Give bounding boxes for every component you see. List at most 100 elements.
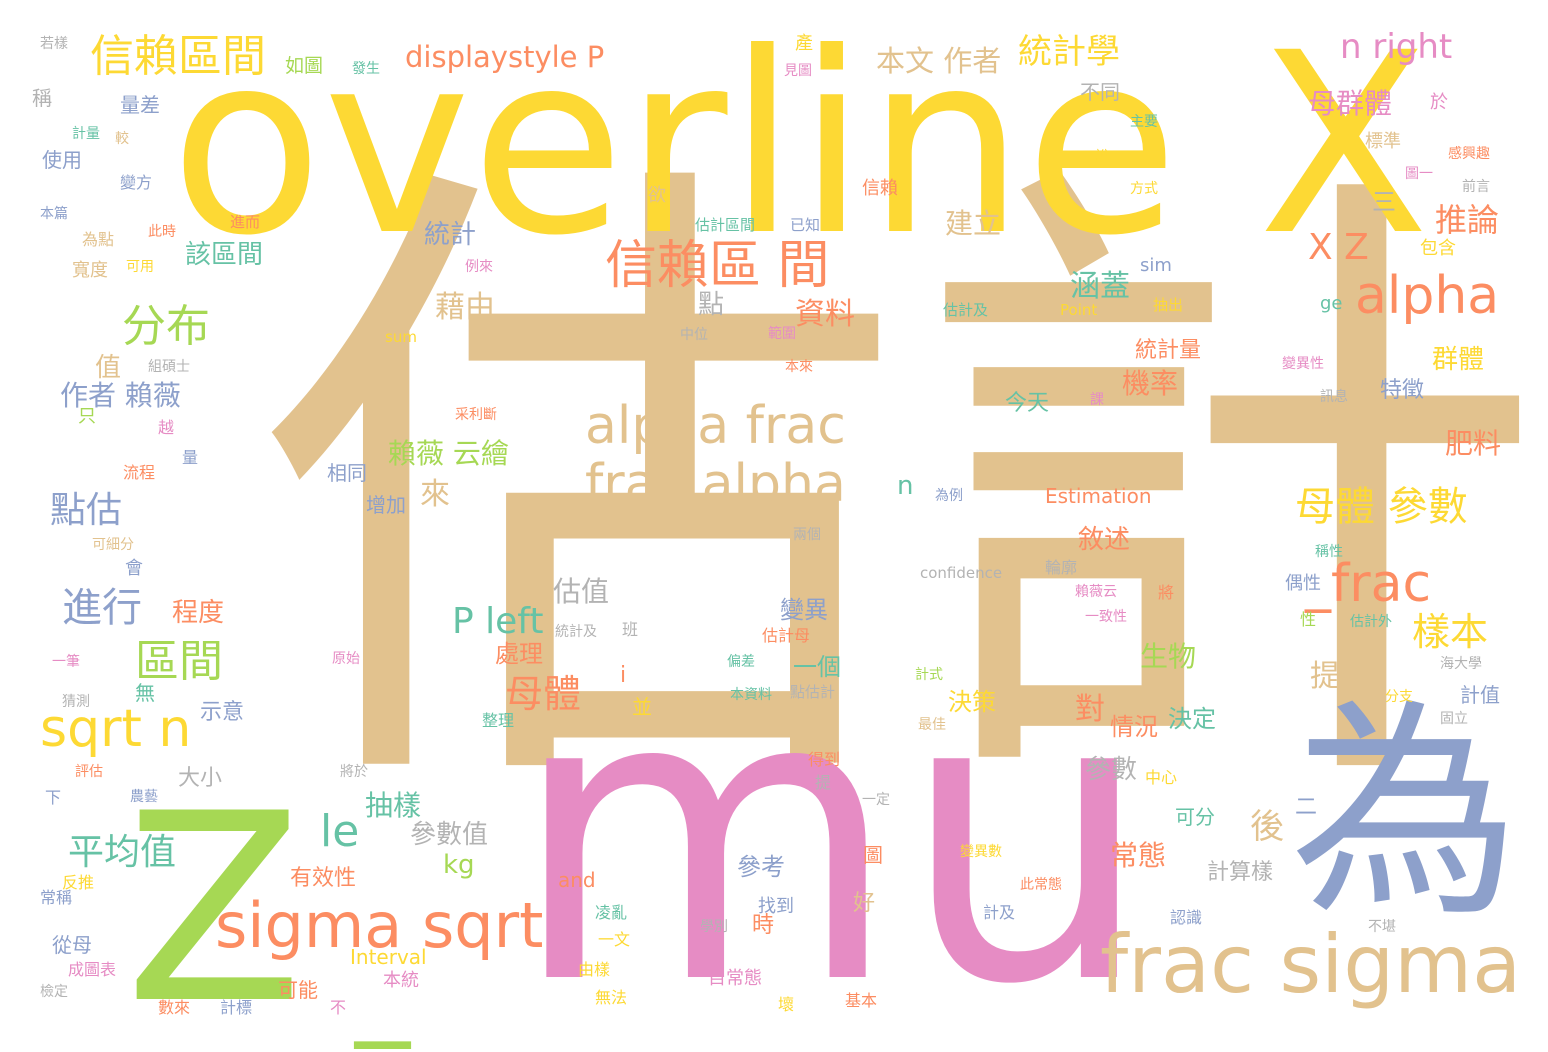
word-youyang: 由樣 [578, 960, 611, 979]
word-frac-sigma: frac sigma [1100, 918, 1522, 1011]
word-muqunti: 母群體 [1308, 87, 1393, 120]
word-wufa: 無法 [595, 988, 628, 1007]
word-z: Z [125, 759, 304, 1052]
word-biaozhun: 標準 [1365, 131, 1401, 152]
word-sum: sum [385, 328, 417, 346]
word-chouchu: 抽出 [1153, 296, 1184, 314]
word-jieyou: 藉由 [435, 290, 495, 325]
word-zhengli: 整理 [482, 711, 515, 730]
word-lingluan: 凌亂 [595, 903, 628, 922]
word-overline-x: overline X [170, 0, 1430, 290]
word-jishi: 計式 [915, 667, 943, 683]
word-hao: 好 [853, 891, 876, 916]
word-keyong: 可用 [126, 259, 154, 275]
word-ziliao: 資料 [795, 297, 855, 332]
word-gujiwai: 估計外 [1350, 614, 1392, 630]
word-laiwei-yunhui: 賴薇 云繪 [388, 437, 509, 470]
word-cankao: 參考 [737, 853, 785, 881]
word-tongjixue: 統計學 [1018, 32, 1120, 72]
word-juece: 決策 [948, 688, 996, 716]
word-daxiao: 大小 [178, 766, 223, 791]
word-baohan: 包含 [1420, 238, 1456, 259]
word-chengtubiao: 成圖表 [68, 960, 117, 979]
word-benziliao: 本資料 [730, 687, 772, 703]
word-liangcha: 量差 [120, 93, 160, 117]
word-shiyong: 使用 [42, 148, 82, 172]
word-zhi-only: 只 [78, 406, 96, 427]
word-pingjunzhi: 平均值 [68, 832, 177, 873]
word-ruoyang: 若樣 [40, 36, 68, 52]
word-butong: 不同 [1080, 80, 1120, 104]
word-xunxi: 訊息 [1320, 389, 1348, 405]
word-jueding: 決定 [1168, 705, 1216, 733]
word-guli: 固立 [1440, 711, 1468, 727]
word-kefen: 可分 [1175, 805, 1215, 829]
word-shengwu: 生物 [1140, 640, 1197, 673]
word-jisuanyang: 計算樣 [1207, 860, 1274, 885]
word-alpha-frac: alpha frac [585, 396, 846, 456]
word-pinggu: 評估 [75, 764, 103, 780]
word-keneng: 可能 [278, 978, 318, 1002]
word-benwen-zuozhe: 本文 作者 [876, 44, 1002, 78]
word-gujiqujian-small: 估計區間 [695, 216, 756, 234]
word-ge: ge [1320, 293, 1343, 314]
word-benpian: 本篇 [40, 206, 68, 222]
word-jiji: 計及 [983, 903, 1016, 922]
word-sqrt-n: sqrt n [40, 699, 192, 759]
word-mu: mu [510, 607, 1154, 1052]
word-guji: 估計 [260, 116, 1548, 867]
word-jiao: 較 [115, 131, 129, 147]
word-feiliao: 肥料 [1445, 427, 1502, 460]
word-bianfang: 變方 [120, 173, 153, 192]
word-guocheng: 過程 [380, 302, 408, 318]
word-jiantu: 見圖 [784, 63, 812, 79]
word-shi: 時 [752, 913, 775, 938]
word-caice: 猜測 [62, 694, 90, 710]
word-gujimu: 估計母 [762, 626, 811, 645]
word-ban: 班 [622, 620, 639, 639]
word-canshuzhi: 參數值 [410, 820, 489, 850]
word-chuli: 處理 [495, 640, 543, 668]
word-jiliang: 計量 [72, 126, 100, 142]
word-jianding: 檢定 [40, 984, 68, 1000]
word-ganxingqu: 感興趣 [1448, 146, 1490, 162]
word-cheng: 稱 [32, 86, 52, 110]
word-fasheng: 發生 [352, 61, 380, 77]
word-qianyan: 前言 [1462, 179, 1490, 195]
word-zhaodao: 找到 [758, 896, 794, 917]
word-xinlai-small: 信賴 [862, 178, 898, 199]
word-bianyixing: 變異性 [1282, 356, 1324, 372]
word-zuozhe-laiwei: 作者 賴薇 [60, 379, 181, 412]
word-laiweiyun: 賴薇云 [1075, 584, 1117, 600]
word-jinxing: 進行 [62, 585, 142, 631]
word-underscore: _ [355, 921, 410, 1049]
word-fenbu: 分布 [122, 301, 210, 352]
word-n-right: n right [1340, 27, 1453, 67]
word-p-left: P left [452, 601, 544, 642]
word-liang: 量 [182, 448, 199, 467]
word-xiangtong: 相同 [327, 461, 367, 485]
word-tuilun: 推論 [1435, 201, 1500, 239]
word-xushu: 敘述 [1078, 525, 1131, 555]
word-jiner: 進而 [230, 213, 261, 231]
word-cishi: 此時 [148, 224, 176, 240]
word-tongjiji: 統計及 [555, 624, 597, 640]
word-tuyi: 圖一 [1405, 166, 1433, 182]
word-lunkuo: 輪廓 [1045, 558, 1078, 577]
word-yue: 越 [158, 418, 175, 437]
word-shuo: 說 [1095, 149, 1109, 165]
word-xinlaiqu-jian: 信賴區 間 [605, 236, 830, 296]
word-yuanshi: 原始 [332, 651, 360, 667]
word-haidaxue: 海大學 [1440, 656, 1482, 672]
word-frac-underscore: _frac [1305, 554, 1432, 614]
word-xing: 性 [1300, 610, 1317, 629]
word-x-z: X Z [1308, 227, 1369, 268]
word-kg: kg [443, 850, 475, 880]
word-muchangtai: 目常態 [708, 968, 762, 989]
word-changtai: 常態 [1110, 839, 1167, 872]
word-ouxing: 偶性 [1285, 573, 1321, 594]
word-jiangyu: 將於 [340, 764, 368, 780]
word-weidian: 為點 [82, 230, 115, 249]
word-tongji: 統計 [424, 220, 477, 250]
word-dedao: 得到 [808, 750, 841, 769]
